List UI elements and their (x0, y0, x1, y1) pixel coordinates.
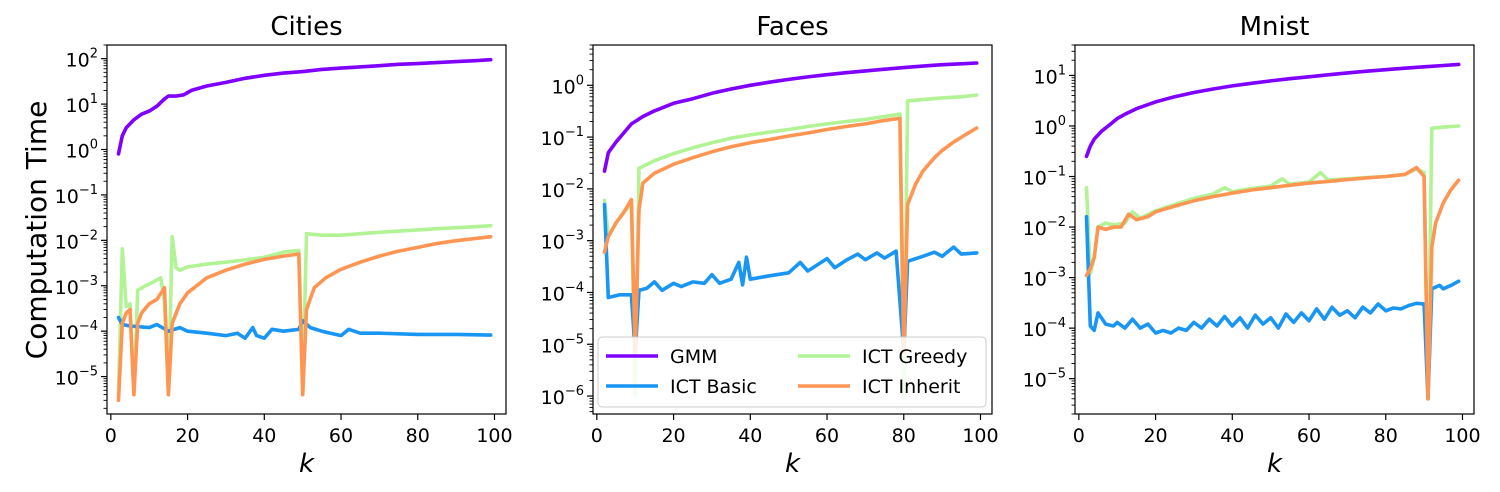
chart-title: Mnist (1240, 12, 1310, 42)
y-tick-label: 10−1 (1023, 165, 1066, 190)
chart-mnist: Mnist k 0 20 40 60 80 100 101 100 10−1 10−2 10−3 10−4… (1023, 12, 1481, 479)
series-line-ict-greedy (1084, 124, 1461, 401)
x-tick-label: 20 (1143, 425, 1167, 447)
x-axis-label: k (299, 449, 315, 479)
axes-frame (106, 44, 507, 415)
y-tick-label: 10−1 (541, 125, 584, 150)
series-group (116, 57, 493, 403)
x-tick-label: 0 (591, 425, 603, 447)
series-line-ict-basic (116, 315, 493, 340)
x-tick-label: 40 (252, 425, 276, 447)
x-tick-label: 60 (1297, 425, 1321, 447)
y-tick-label: 100 (66, 138, 98, 163)
chart-faces: Faces k 0 20 40 60 80 100 100 10−1 10−2 10−3 10−4 10−… (541, 12, 999, 479)
series-line-gmm (602, 61, 979, 173)
y-tick-label: 100 (1034, 114, 1066, 139)
chart-cities: Cities k 0 20 40 60 80 100 102 101 100 10−1 10−2 10−3… (55, 12, 513, 479)
y-tick-label: 10−5 (541, 332, 584, 357)
y-tick-label: 10−5 (55, 365, 98, 390)
legend-box (597, 336, 987, 408)
series-line-gmm (116, 57, 493, 156)
x-tick-label: 60 (815, 425, 839, 447)
axes-frame (592, 44, 993, 415)
y-tick-label: 10−6 (541, 384, 584, 409)
y-tick-label: 10−1 (55, 183, 98, 208)
y-tick-label: 10−2 (55, 228, 98, 253)
series-line-gmm (1084, 62, 1461, 159)
x-tick-label: 100 (476, 425, 512, 447)
legend-label-ict-greedy: ICT Greedy (862, 346, 967, 368)
y-tick-label: 10−2 (541, 177, 584, 202)
y-tick-label: 101 (1034, 63, 1066, 88)
x-tick-label: 80 (892, 425, 916, 447)
series-line-ict-inherit (1084, 165, 1461, 401)
y-tick-label: 100 (552, 73, 584, 98)
series-line-ict-greedy (116, 223, 493, 397)
axes-frame (1074, 44, 1475, 415)
series-group (1084, 62, 1461, 401)
y-tick-label: 10−3 (55, 274, 98, 299)
series-line-ict-basic (1084, 214, 1461, 401)
series-line-ict-inherit (602, 116, 979, 355)
y-tick-label: 102 (66, 47, 98, 72)
x-axis-label: k (1267, 449, 1283, 479)
y-tick-label: 10−4 (541, 280, 584, 305)
y-tick-label: 10−3 (1023, 266, 1066, 291)
x-tick-label: 80 (406, 425, 430, 447)
x-tick-label: 60 (329, 425, 353, 447)
x-tick-label: 40 (1220, 425, 1244, 447)
legend-label-ict-inherit: ICT Inherit (862, 376, 960, 398)
y-tick-label: 10−4 (55, 319, 98, 344)
x-tick-label: 20 (661, 425, 685, 447)
x-tick-label: 40 (738, 425, 762, 447)
y-tick-label: 10−3 (541, 229, 584, 254)
series-line-ict-inherit (116, 234, 493, 403)
y-axis-label: Computation Time (20, 101, 53, 360)
x-tick-label: 0 (105, 425, 117, 447)
chart-title: Cities (270, 12, 342, 42)
legend-label-ict-basic: ICT Basic (670, 376, 757, 398)
x-axis-label: k (785, 449, 801, 479)
x-tick-label: 100 (962, 425, 998, 447)
x-tick-label: 0 (1073, 425, 1085, 447)
legend: GMM ICT Greedy ICT Basic ICT Inherit (597, 336, 987, 408)
legend-label-gmm: GMM (670, 346, 718, 368)
y-tick-label: 10−5 (1023, 367, 1066, 392)
chart-title: Faces (756, 12, 828, 42)
y-tick-label: 10−4 (1023, 316, 1066, 341)
y-tick-label: 10−2 (1023, 215, 1066, 240)
y-tick-label: 101 (66, 92, 98, 117)
x-tick-label: 20 (175, 425, 199, 447)
series-line-ict-basic (602, 202, 979, 355)
x-tick-label: 100 (1444, 425, 1480, 447)
x-tick-label: 80 (1374, 425, 1398, 447)
